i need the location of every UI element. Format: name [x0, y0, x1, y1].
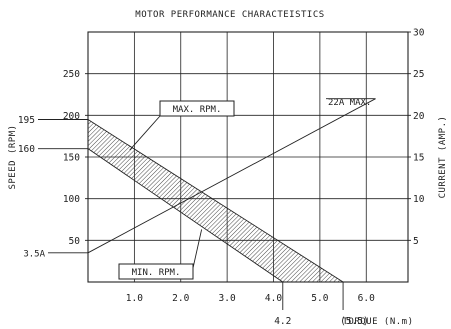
max-rpm-label-box: [159, 100, 235, 117]
max-rpm-leader: [129, 115, 161, 151]
data-series: [87, 98, 376, 283]
x-tick-label: 5.0: [311, 293, 328, 304]
y-tick-label: 150: [63, 153, 80, 164]
y2-tick-label: 25: [413, 69, 424, 80]
y-marker-label: 195: [18, 115, 35, 126]
x-tick-label: 3.0: [219, 293, 236, 304]
y-axis-label: SPEED (RPM): [8, 124, 18, 189]
gridlines: [88, 32, 408, 282]
plot-frame: [87, 31, 409, 283]
annotations: MAX. RPM. MIN. RPM. 22A MAX. 3.5A: [23, 98, 376, 280]
x-marker-label: 4.2: [274, 316, 291, 327]
reference-markers: 195 160 4.2 (5.5): [18, 115, 369, 327]
y2-tick-label: 15: [413, 153, 424, 164]
x-tick-label: 6.0: [358, 293, 375, 304]
current-line: [87, 98, 376, 254]
y2-axis-label: CURRENT (AMP.): [438, 116, 448, 199]
min-rpm-label-box: [118, 263, 194, 280]
max-rpm-line: [87, 119, 344, 283]
min-rpm-line: [87, 148, 284, 283]
y-tick-label: 100: [63, 194, 80, 205]
y2-tick-label: 10: [413, 194, 425, 205]
current-max-label: 22A MAX.: [328, 98, 371, 108]
x-marker-label: (5.5): [340, 316, 369, 327]
chart-title: MOTOR PERFORMANCE CHARACTEISTICS: [135, 10, 324, 20]
x-axis-label: TORQUE (N.m): [342, 317, 413, 327]
x-tick-label: 4.0: [265, 293, 282, 304]
y2-tick-label: 5: [413, 236, 419, 247]
tick-labels: 1.0 2.0 3.0 4.0 5.0 6.0 50 100 150 200 250 5 10 15 20 2…: [63, 28, 425, 305]
x-tick-label: 1.0: [126, 293, 143, 304]
y2-tick-label: 30: [413, 28, 425, 39]
y2-tick-label: 20: [413, 111, 425, 122]
min-rpm-label: MIN. RPM.: [132, 268, 181, 278]
max-rpm-label: MAX. RPM.: [173, 105, 222, 115]
x-tick-label: 2.0: [172, 293, 189, 304]
y-tick-label: 50: [69, 236, 81, 247]
y-tick-label: 200: [63, 111, 80, 122]
y-tick-label: 250: [63, 69, 80, 80]
min-rpm-leader: [192, 229, 203, 269]
y-marker-label: 160: [18, 144, 35, 155]
current-start-label: 3.5A: [23, 249, 45, 259]
